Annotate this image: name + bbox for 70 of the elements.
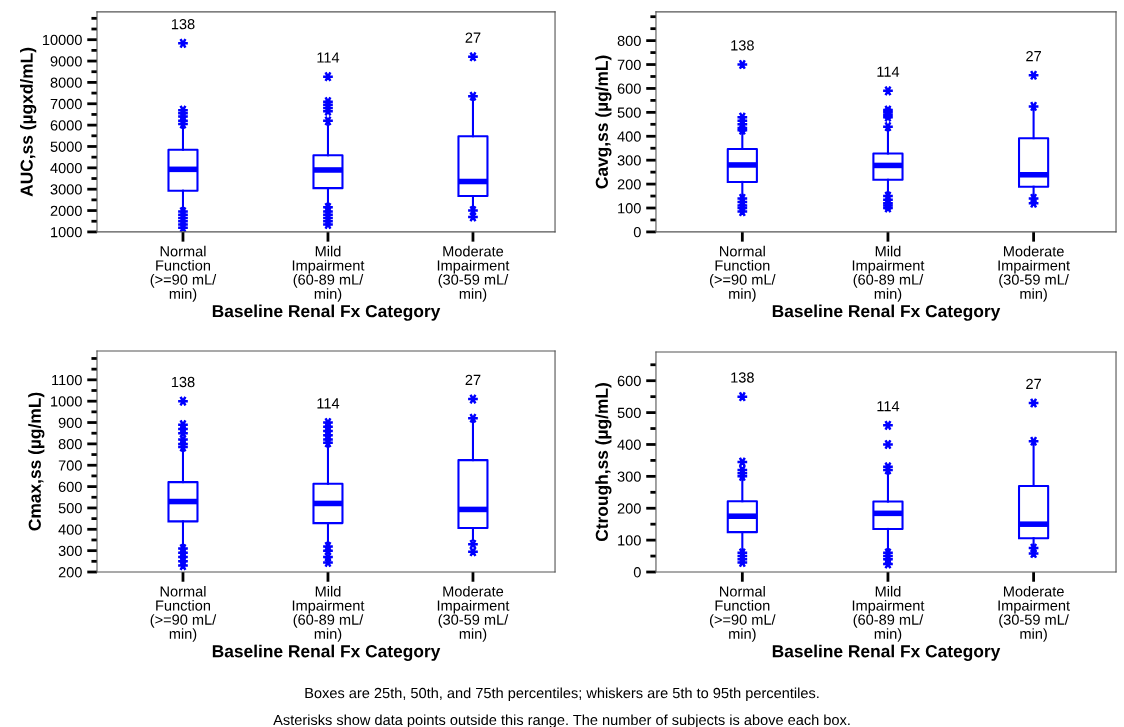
annotation: 138	[731, 40, 754, 51]
y-axis-title: Cavg,ss (µg/mL)	[595, 55, 612, 189]
y-tick-label: 100	[618, 535, 641, 546]
x-tick-label: Mild Impairment (60-89 mL/ min)	[292, 245, 365, 302]
annotation: 138	[731, 372, 754, 383]
y-tick-label: 700	[58, 460, 82, 471]
y-tick-label: 8000	[50, 77, 82, 88]
y-tick-label: 300	[617, 155, 641, 166]
y-tick-label: 7000	[50, 98, 82, 110]
annotation: 114	[877, 401, 900, 412]
x-tick-label: Normal Function (>=90 mL/ min)	[710, 245, 776, 302]
y-tick-label: 700	[617, 59, 641, 70]
y-tick-label: 1100	[52, 374, 82, 386]
annotation: 114	[317, 398, 340, 409]
x-axis-title: Baseline Renal Fx Category	[212, 304, 441, 321]
x-tick-label: Moderate Impairment (30-59 mL/ min)	[998, 585, 1070, 642]
y-tick-label: 500	[58, 503, 82, 514]
y-tick-label: 6000	[50, 120, 82, 131]
y-tick-label: 200	[617, 503, 641, 514]
x-axis-title: Baseline Renal Fx Category	[772, 304, 1001, 321]
y-tick-label: 900	[58, 417, 82, 428]
y-tick-label: 200	[58, 567, 82, 578]
annotation: 114	[317, 52, 340, 63]
y-tick-label: 400	[58, 524, 82, 535]
x-tick-label: Mild Impairment (60-89 mL/ min)	[852, 245, 925, 302]
annotation: 27	[465, 32, 481, 43]
y-axis-title: AUC,ss (µgxd/mL)	[20, 47, 37, 197]
y-tick-label: 0	[633, 227, 641, 238]
y-tick-label: 0	[633, 567, 641, 578]
x-tick-label: Moderate Impairment (30-59 mL/ min)	[998, 245, 1070, 302]
y-tick-label: 300	[617, 471, 641, 482]
text: Asterisks show data points outside this range. The number of subjects is above each box.	[273, 714, 850, 727]
y-tick-label: 1000	[51, 396, 82, 407]
y-tick-label: 10000	[42, 34, 82, 46]
annotation: 27	[465, 374, 481, 385]
x-tick-label: Mild Impairment (60-89 mL/ min)	[292, 585, 365, 642]
y-tick-label: 600	[617, 375, 641, 387]
x-tick-label: Normal Function (>=90 mL/ min)	[150, 245, 217, 302]
x-tick-label: Normal Function (>=90 mL/ min)	[150, 585, 217, 642]
annotation: 114	[877, 66, 900, 77]
y-tick-label: 3000	[50, 184, 82, 195]
x-tick-label: Moderate Impairment (30-59 mL/ min)	[437, 245, 510, 302]
y-axis-title: Cmax,ss (µg/mL)	[28, 392, 45, 531]
y-tick-label: 400	[617, 439, 641, 450]
y-tick-label: 400	[617, 131, 641, 142]
annotation: 138	[171, 19, 195, 30]
annotation: 27	[1026, 50, 1041, 62]
y-tick-label: 800	[58, 438, 82, 450]
x-tick-label: Moderate Impairment (30-59 mL/ min)	[437, 585, 510, 642]
y-tick-label: 4000	[50, 162, 82, 174]
y-tick-label: 5000	[50, 141, 82, 152]
x-tick-label: Normal Function (>=90 mL/ min)	[710, 585, 776, 642]
y-tick-label: 1000	[51, 227, 82, 238]
y-tick-label: 600	[617, 83, 641, 94]
annotation: 138	[171, 376, 195, 388]
annotation: 27	[1026, 378, 1041, 389]
y-tick-label: 500	[617, 107, 641, 118]
x-axis-title: Baseline Renal Fx Category	[772, 644, 1001, 661]
x-tick-label: Mild Impairment (60-89 mL/ min)	[852, 585, 925, 642]
y-tick-label: 2000	[50, 205, 82, 216]
y-tick-label: 9000	[50, 56, 82, 67]
y-tick-label: 600	[58, 481, 82, 493]
y-tick-label: 500	[617, 407, 641, 419]
y-tick-label: 800	[617, 35, 641, 47]
y-tick-label: 300	[58, 545, 82, 557]
y-axis-title: Ctrough,ss (µg/mL)	[595, 383, 612, 542]
y-tick-label: 200	[617, 179, 641, 190]
text: Boxes are 25th, 50th, and 75th percentiles; whiskers are 5th to 95th percentiles.	[305, 687, 819, 702]
x-axis-title: Baseline Renal Fx Category	[212, 644, 441, 661]
y-tick-label: 100	[618, 203, 641, 214]
